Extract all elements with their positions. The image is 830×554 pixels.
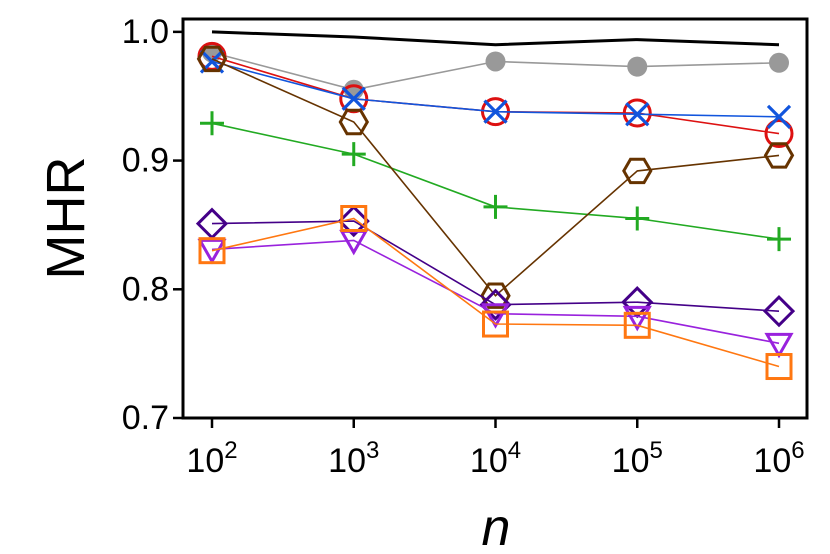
- data-point-purple-triangle: [197, 238, 227, 265]
- series-gray-circle: [202, 42, 789, 100]
- data-point-orange-square: [482, 310, 509, 338]
- series-line-purple-triangle: [211, 239, 780, 345]
- y-tick-label: 0.8: [122, 270, 169, 308]
- y-tick-label: 0.9: [122, 142, 169, 180]
- data-point-orange-square: [198, 237, 226, 265]
- x-tick-label: 105: [612, 437, 663, 480]
- series-purple-triangle: [197, 229, 794, 359]
- data-point-orange-square: [623, 311, 651, 339]
- y-axis-label: MHR: [36, 157, 96, 280]
- y-tick-label: 0.7: [122, 399, 169, 437]
- y-axis: 0.7 0.8 0.9 1.0: [122, 13, 183, 437]
- y-tick-label: 1.0: [122, 13, 169, 51]
- data-point-blue-x: [625, 102, 650, 127]
- x-axis-label: n: [482, 499, 511, 554]
- data-point-brown-hexagon: [338, 108, 370, 136]
- series-line-black-line: [211, 30, 780, 47]
- data-point-brown-hexagon: [763, 142, 795, 169]
- data-point-gray-circle: [627, 56, 648, 77]
- series-orange-square: [198, 205, 793, 381]
- series-line-brown-hexagon: [211, 58, 780, 297]
- data-point-brown-hexagon: [480, 282, 511, 309]
- data-point-red-circle: [764, 119, 794, 149]
- series-line-indigo-diamond: [211, 220, 780, 312]
- data-point-blue-x: [483, 99, 508, 124]
- data-point-gray-circle: [485, 51, 506, 72]
- plot-area: [195, 30, 796, 381]
- data-point-green-plus: [483, 194, 508, 219]
- data-point-purple-triangle: [622, 305, 652, 332]
- data-point-indigo-diamond: [337, 204, 370, 238]
- data-point-gray-circle: [769, 52, 789, 73]
- data-point-green-plus: [200, 111, 224, 136]
- data-point-orange-square: [340, 205, 368, 232]
- data-point-green-plus: [341, 142, 366, 167]
- data-point-green-plus: [625, 206, 650, 231]
- x-tick-label: 104: [470, 437, 521, 480]
- series-brown-hexagon: [196, 45, 795, 309]
- data-point-brown-hexagon: [196, 45, 228, 73]
- x-tick-label: 102: [186, 437, 237, 480]
- data-point-indigo-diamond: [762, 295, 796, 328]
- data-point-orange-square: [765, 353, 793, 381]
- data-point-green-plus: [767, 227, 791, 252]
- data-point-brown-hexagon: [622, 157, 653, 185]
- series-line-orange-square: [211, 217, 780, 368]
- data-point-purple-triangle: [764, 332, 794, 359]
- data-point-red-circle: [622, 98, 652, 128]
- data-point-indigo-diamond: [479, 288, 512, 321]
- x-tick-label: 106: [753, 437, 804, 480]
- series-black-line: [211, 30, 780, 47]
- x-axis: 102 103 104 105 106: [186, 418, 805, 480]
- data-point-blue-x: [341, 86, 366, 111]
- series-green-plus: [200, 111, 791, 252]
- x-tick-label: 103: [328, 437, 379, 480]
- data-point-purple-triangle: [480, 303, 511, 329]
- data-point-blue-x: [766, 104, 792, 129]
